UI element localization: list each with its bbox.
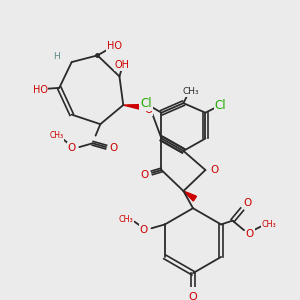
Text: CH₃: CH₃ xyxy=(49,131,64,140)
Text: Cl: Cl xyxy=(215,99,226,112)
Text: O: O xyxy=(110,143,118,153)
Text: O: O xyxy=(140,170,148,180)
Text: CH₃: CH₃ xyxy=(262,220,276,229)
Text: O: O xyxy=(144,105,152,115)
Text: O: O xyxy=(189,292,197,300)
Text: CH₃: CH₃ xyxy=(118,215,133,224)
Text: O: O xyxy=(246,229,254,239)
Text: HO: HO xyxy=(33,85,48,95)
Text: Cl: Cl xyxy=(140,97,152,110)
Text: O: O xyxy=(244,198,252,208)
Text: OH: OH xyxy=(115,60,130,70)
Text: O: O xyxy=(211,165,219,175)
Polygon shape xyxy=(183,191,196,201)
Polygon shape xyxy=(123,105,141,109)
Text: O: O xyxy=(140,225,148,235)
Text: CH₃: CH₃ xyxy=(183,87,200,96)
Text: H: H xyxy=(53,52,60,61)
Text: O: O xyxy=(68,143,76,153)
Text: HO: HO xyxy=(107,41,122,51)
